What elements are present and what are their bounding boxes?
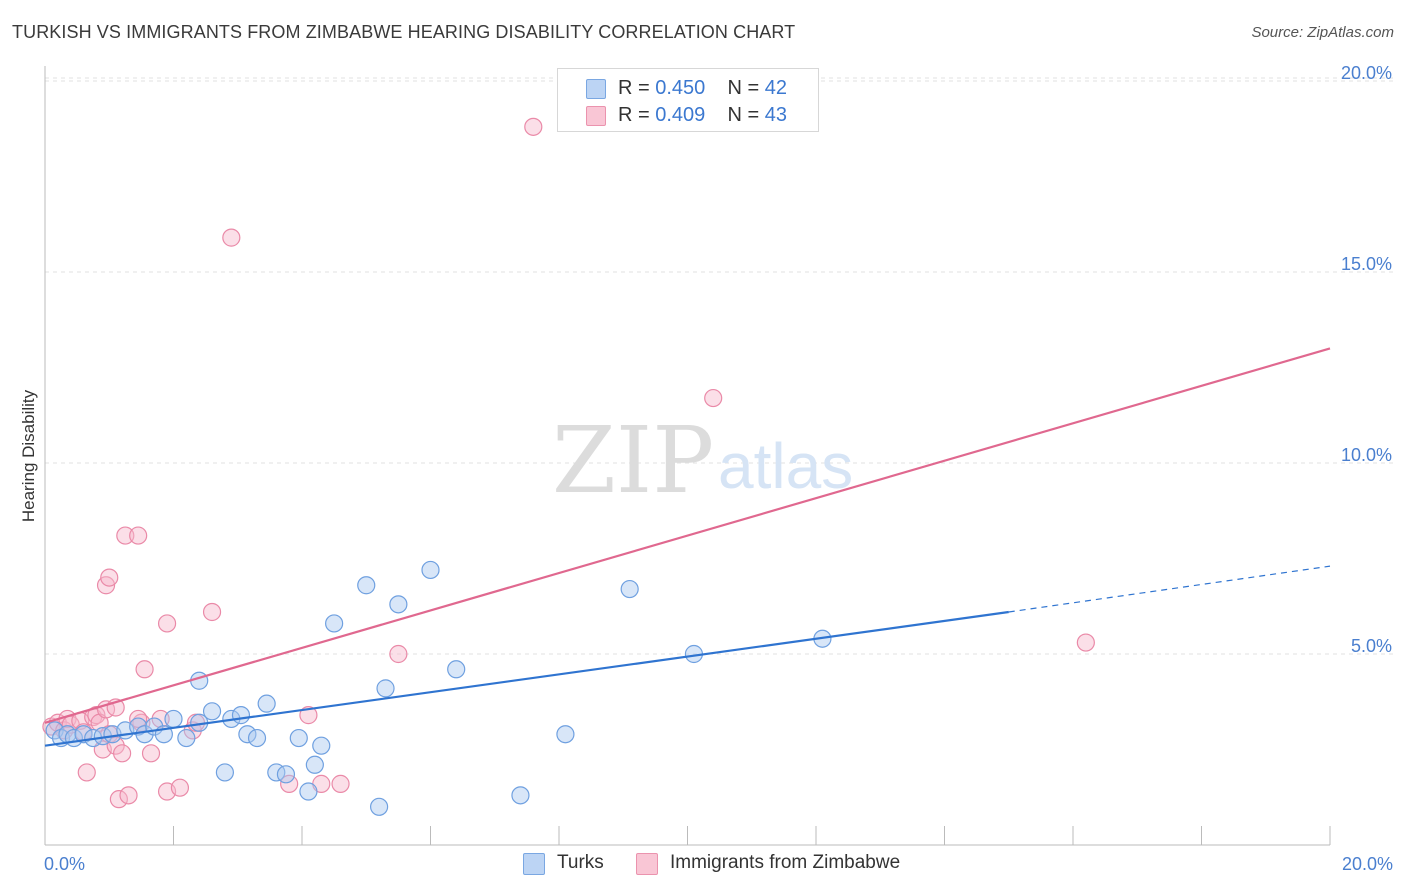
zimbabwe-point — [170, 778, 190, 797]
turks-point — [202, 702, 222, 721]
turks-point — [135, 725, 154, 744]
turks-point — [177, 728, 196, 748]
turks-point — [247, 728, 267, 748]
axes — [44, 66, 1331, 846]
y-tick-label: 15.0% — [1341, 254, 1392, 274]
legend-zimbabwe-n-value: 43 — [764, 104, 788, 126]
zimbabwe-point — [157, 614, 177, 633]
zimbabwe-point — [129, 709, 148, 729]
turks-trend-extension — [1008, 565, 1331, 613]
turks-point — [305, 755, 324, 774]
zimbabwe-point — [202, 602, 222, 622]
turks-point — [556, 725, 575, 744]
y-tick-label: 5.0% — [1351, 636, 1392, 656]
grid-lines — [45, 77, 1395, 655]
zimbabwe-point — [222, 228, 241, 247]
zimbabwe-point — [704, 388, 723, 408]
legend-turks-r-value: 0.450 — [655, 77, 706, 99]
turks-point — [620, 579, 639, 599]
turks-point — [276, 765, 296, 784]
turks-point — [511, 786, 530, 805]
bottom-legend-label-zimbabwe: Immigrants from Zimbabwe — [670, 852, 901, 873]
y-axis-label: Hearing Disability — [19, 389, 38, 522]
turks-point — [447, 660, 466, 679]
trend-lines — [44, 347, 1331, 747]
zimbabwe-point — [1076, 633, 1095, 652]
zimbabwe-trend-line — [44, 347, 1331, 724]
turks-point — [231, 706, 251, 725]
bottom-legend-swatch-turks — [523, 853, 545, 875]
legend-zimbabwe-r-label: R = — [618, 104, 656, 126]
bottom-legend-label-turks: Turks — [557, 852, 604, 873]
turks-point — [164, 709, 183, 729]
zimbabwe-point — [524, 117, 543, 136]
zimbabwe-point — [106, 736, 125, 755]
x-tick-label: 0.0% — [44, 854, 85, 874]
turks-point — [421, 560, 440, 580]
turks-point — [129, 717, 148, 736]
zimbabwe-point — [100, 568, 119, 587]
turks-point — [389, 595, 408, 614]
zimbabwe-point — [331, 774, 350, 793]
watermark-atlas: atlas — [718, 430, 853, 502]
turks-trend-line — [44, 610, 1009, 747]
zimbabwe-point — [77, 763, 96, 782]
y-tick-labels: 5.0% 10.0% 15.0% 20.0% — [1341, 63, 1392, 656]
x-tick-label: 20.0% — [1342, 854, 1393, 874]
turks-point — [289, 728, 308, 748]
turks-point — [312, 736, 331, 755]
legend-turks-n-label: N = — [727, 77, 765, 99]
zimbabwe-point — [109, 790, 128, 809]
legend-turks-r-label: R = — [618, 77, 656, 99]
watermark-zip: ZIP — [552, 407, 714, 514]
legend: R = 0.450 N = 42 R = 0.409 N = 43 — [557, 68, 819, 132]
legend-zimbabwe-n-label: N = — [727, 104, 765, 126]
legend-swatch-turks — [586, 79, 606, 99]
turks-point — [238, 725, 257, 744]
zimbabwe-point — [151, 709, 170, 729]
zimbabwe-point — [280, 774, 299, 793]
zimbabwe-point — [112, 744, 132, 763]
zimbabwe-point — [135, 660, 154, 679]
legend-zimbabwe-r-value: 0.409 — [655, 104, 706, 126]
zimbabwe-point — [389, 644, 408, 664]
turks-point — [190, 671, 209, 690]
turks-point — [376, 679, 395, 698]
y-tick-label: 10.0% — [1341, 445, 1392, 465]
y-tick-label: 20.0% — [1341, 63, 1392, 83]
zimbabwe-point — [141, 744, 161, 763]
chart-title: TURKISH VS IMMIGRANTS FROM ZIMBABWE HEAR… — [12, 22, 796, 42]
zimbabwe-point — [299, 706, 318, 725]
x-tick-labels: 0.0% 20.0% — [44, 854, 1393, 874]
turks-point — [357, 576, 376, 595]
turks-point — [215, 763, 234, 782]
source-label: Source: ZipAtlas.com — [1251, 24, 1394, 41]
turks-point — [299, 782, 318, 801]
turks-point — [74, 725, 93, 744]
turks-point — [257, 694, 276, 713]
legend-swatch-zimbabwe — [586, 106, 606, 126]
turks-point — [370, 797, 389, 816]
bottom-legend-swatch-zimbabwe — [636, 853, 658, 875]
legend-turks-n-value: 42 — [764, 77, 788, 99]
zimbabwe-point — [129, 526, 148, 545]
zimbabwe-point — [119, 786, 138, 805]
turks-point — [325, 614, 344, 633]
zimbabwe-point — [116, 526, 135, 545]
